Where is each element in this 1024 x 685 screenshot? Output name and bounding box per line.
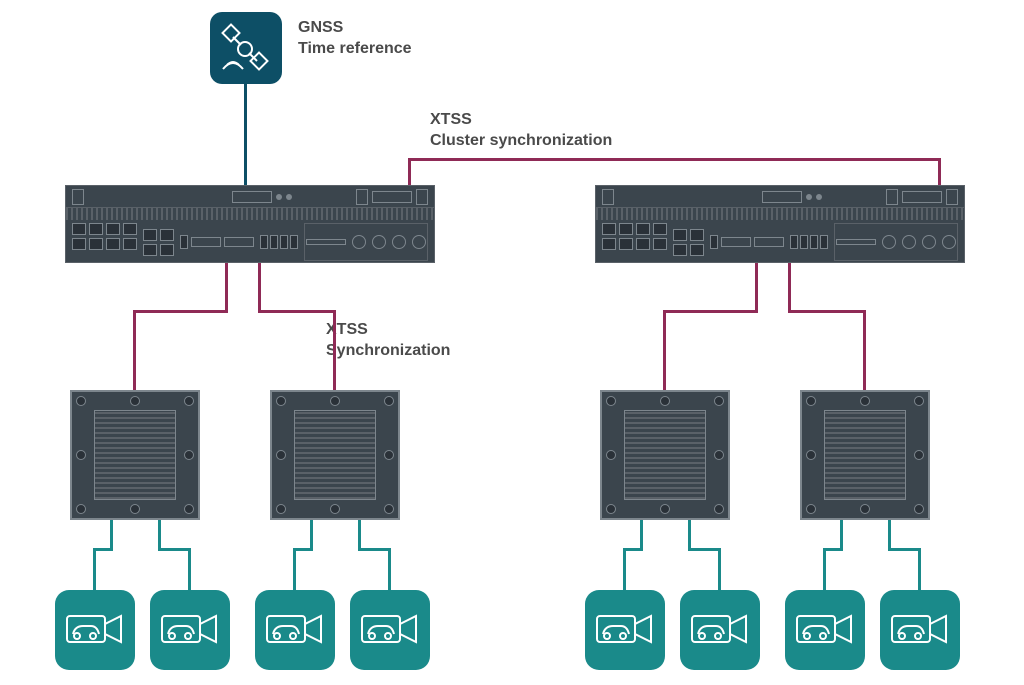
edge-to-ecu4 bbox=[863, 310, 866, 390]
car-camera-icon bbox=[690, 608, 750, 652]
edge-gnss-srvA bbox=[244, 84, 247, 185]
xtss-sync-label: XTSS Synchronization bbox=[326, 320, 450, 362]
car-camera-icon bbox=[595, 608, 655, 652]
edge-ecu3-down-l bbox=[640, 520, 643, 548]
camera-4 bbox=[350, 590, 430, 670]
edge-cam3 bbox=[293, 548, 296, 590]
edge-cam6 bbox=[718, 548, 721, 590]
edge-srvB-down-right bbox=[788, 263, 791, 310]
edge-ecu3-down-r bbox=[688, 520, 691, 548]
ecu-1 bbox=[70, 390, 200, 520]
edge-ecu1-down-r bbox=[158, 520, 161, 548]
server-b bbox=[595, 185, 965, 263]
edge-to-ecu2 bbox=[333, 310, 336, 390]
edge-cluster-across bbox=[408, 158, 940, 161]
xtss-cluster-label: XTSS Cluster synchronization bbox=[430, 110, 612, 152]
edge-srvB-split-right bbox=[788, 310, 866, 313]
xtss-cluster-l1: XTSS bbox=[430, 111, 472, 128]
car-camera-icon bbox=[265, 608, 325, 652]
car-camera-icon bbox=[160, 608, 220, 652]
edge-ecu2-split-r bbox=[358, 548, 390, 551]
edge-srvA-down-left bbox=[225, 263, 228, 310]
edge-cam5 bbox=[623, 548, 626, 590]
edge-ecu1-down-l bbox=[110, 520, 113, 548]
gnss-label-line1: GNSS bbox=[298, 19, 343, 36]
camera-1 bbox=[55, 590, 135, 670]
gnss-node bbox=[210, 12, 282, 84]
gnss-label: GNSS Time reference bbox=[298, 18, 412, 60]
edge-ecu4-down-l bbox=[840, 520, 843, 548]
ecu-3 bbox=[600, 390, 730, 520]
edge-ecu2-down-r bbox=[358, 520, 361, 548]
edge-srvB-down-left bbox=[755, 263, 758, 310]
edge-cam2 bbox=[188, 548, 191, 590]
edge-cluster-up-a bbox=[408, 158, 411, 185]
edge-cam1 bbox=[93, 548, 96, 590]
edge-to-ecu1 bbox=[133, 310, 136, 390]
edge-ecu4-split-r bbox=[888, 548, 920, 551]
car-camera-icon bbox=[65, 608, 125, 652]
camera-6 bbox=[680, 590, 760, 670]
edge-srvA-split-left bbox=[133, 310, 228, 313]
edge-to-ecu3 bbox=[663, 310, 666, 390]
edge-ecu3-split-l bbox=[623, 548, 643, 551]
edge-cam8 bbox=[918, 548, 921, 590]
ecu-4 bbox=[800, 390, 930, 520]
edge-ecu2-down-l bbox=[310, 520, 313, 548]
edge-ecu3-split-r bbox=[688, 548, 720, 551]
edge-srvB-split-left bbox=[663, 310, 758, 313]
edge-srvA-split-right bbox=[258, 310, 336, 313]
edge-ecu4-split-l bbox=[823, 548, 843, 551]
car-camera-icon bbox=[360, 608, 420, 652]
xtss-cluster-l2: Cluster synchronization bbox=[430, 132, 612, 149]
edge-cam4 bbox=[388, 548, 391, 590]
edge-ecu1-split-l bbox=[93, 548, 113, 551]
car-camera-icon bbox=[890, 608, 950, 652]
xtss-sync-l2: Synchronization bbox=[326, 342, 450, 359]
server-a bbox=[65, 185, 435, 263]
camera-7 bbox=[785, 590, 865, 670]
camera-3 bbox=[255, 590, 335, 670]
satellite-icon bbox=[219, 21, 273, 75]
edge-ecu1-split-r bbox=[158, 548, 190, 551]
ecu-2 bbox=[270, 390, 400, 520]
edge-ecu2-split-l bbox=[293, 548, 313, 551]
camera-8 bbox=[880, 590, 960, 670]
edge-srvA-down-right bbox=[258, 263, 261, 310]
edge-ecu4-down-r bbox=[888, 520, 891, 548]
camera-5 bbox=[585, 590, 665, 670]
edge-cam7 bbox=[823, 548, 826, 590]
gnss-label-line2: Time reference bbox=[298, 40, 412, 57]
car-camera-icon bbox=[795, 608, 855, 652]
camera-2 bbox=[150, 590, 230, 670]
